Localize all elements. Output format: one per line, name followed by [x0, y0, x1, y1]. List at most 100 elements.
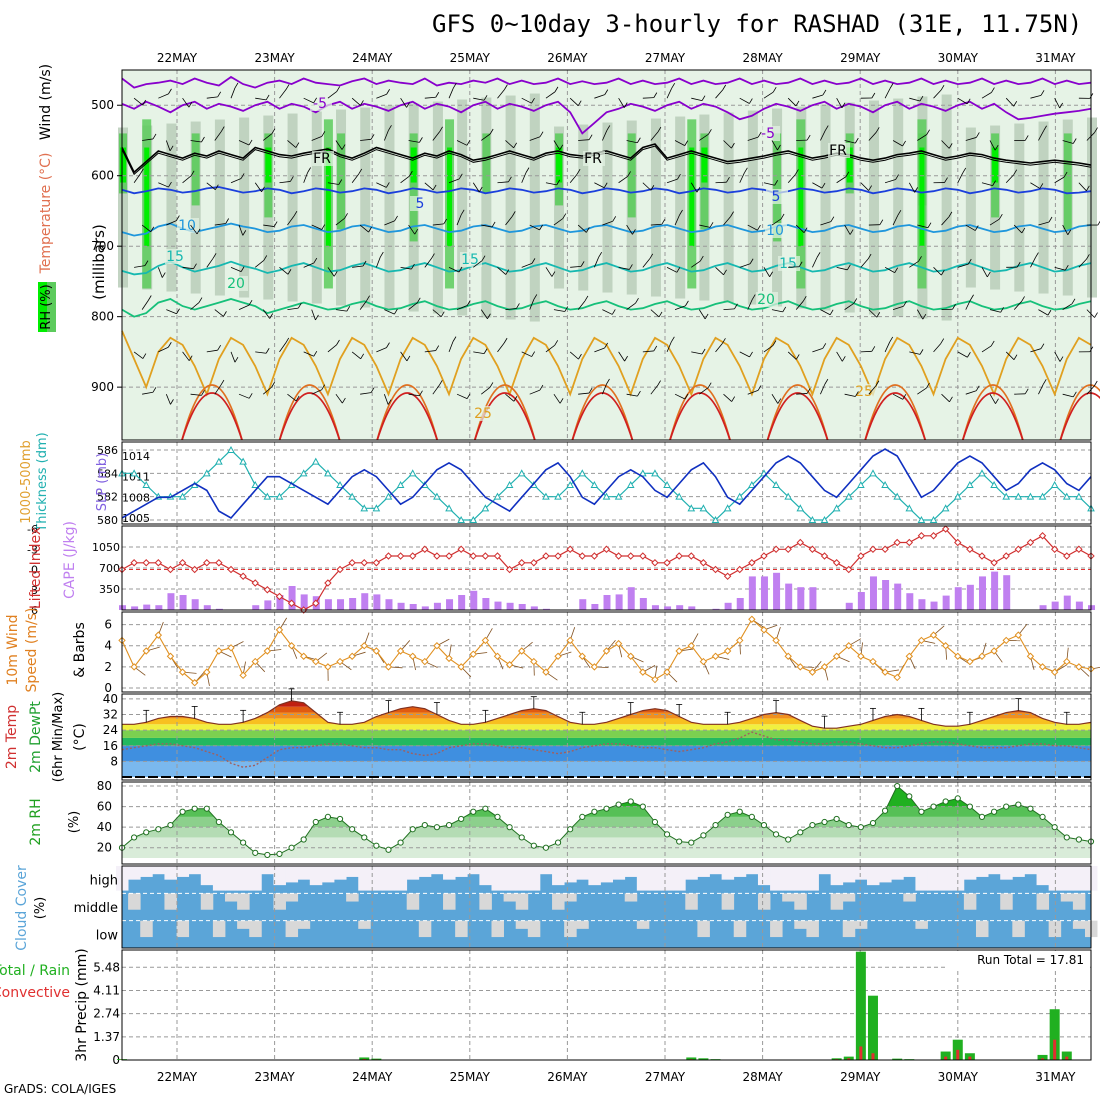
rh-point: [785, 836, 792, 843]
thickness-point: [905, 504, 914, 512]
cloud-gap: [685, 866, 698, 880]
wind-barb: [165, 394, 171, 405]
rh-point: [385, 846, 392, 853]
wind-barb: [796, 393, 808, 395]
rh-shade: [701, 147, 708, 183]
rh-shade: [447, 147, 453, 247]
rh-shade: [481, 97, 492, 318]
wind-barb: [747, 390, 759, 395]
wind-barb: [261, 186, 265, 192]
wind-barb: [196, 228, 201, 235]
wind-barb: [481, 387, 491, 395]
cloud-gap: [794, 866, 807, 891]
cape-bar: [167, 593, 175, 610]
thickness-point: [384, 492, 393, 500]
wind-barb: [387, 399, 392, 405]
lifted-index-point: [1026, 538, 1035, 547]
wind-barb: [360, 392, 372, 395]
cape-bar: [869, 576, 877, 610]
wind-barb: [531, 351, 536, 357]
isotherm-line: [121, 143, 1092, 174]
precip-convective-bar: [871, 1053, 875, 1060]
precip-convective-bar: [956, 1049, 960, 1060]
thickness-point: [1026, 492, 1035, 500]
wind-barb: [539, 384, 544, 391]
tick-label: 6: [104, 618, 112, 632]
lifted-index-point: [1014, 545, 1023, 553]
wind-barb: [285, 337, 290, 344]
day-label-top: 31MAY: [1035, 51, 1076, 65]
wind-barb: [1054, 98, 1061, 109]
wind-barb: [674, 214, 680, 226]
wind-barb: [487, 313, 491, 319]
isotherm-arch: [1059, 392, 1100, 441]
lifted-index-point: [518, 559, 526, 567]
wind-barb: [466, 300, 471, 306]
wind-speed-point: [760, 626, 768, 634]
cloud-gap: [903, 893, 916, 902]
wind-barb: [747, 136, 759, 141]
wind-barb: [820, 130, 826, 141]
contour-label: 5: [416, 196, 425, 212]
isotherm-arch: [376, 392, 439, 441]
lifted-index-point: [954, 538, 962, 547]
cloud-gap: [430, 866, 444, 875]
cape-bar: [1063, 595, 1071, 610]
isotherm-arch: [1059, 384, 1100, 441]
wind-barb: [336, 339, 340, 346]
wind-speed-point: [505, 661, 514, 669]
wind-speed-point: [263, 647, 272, 655]
wind-barb: [424, 258, 432, 268]
rh-point: [421, 822, 428, 829]
wind-barb: [771, 140, 778, 151]
cloud-gap: [140, 866, 153, 877]
wind-barb: [671, 83, 676, 89]
tick-label: 0: [104, 681, 112, 695]
day-label-top: 29MAY: [840, 51, 881, 65]
wind-barb: [505, 393, 515, 402]
wind-barb: [594, 257, 600, 268]
contour-label: 15: [461, 252, 479, 268]
minmax-label: (6hr Min/Max): [51, 692, 66, 782]
wind-barb: [994, 144, 999, 151]
wind-speed-point: [1050, 668, 1059, 676]
cape-bar: [191, 599, 199, 610]
wind-barb: [336, 86, 341, 92]
wind-barb: [1005, 97, 1015, 107]
wind-barb: [416, 297, 421, 304]
wind-barb: [456, 305, 468, 310]
wind-barb: [1040, 343, 1045, 349]
wind-barb: [167, 342, 172, 348]
precip-convective-label: Convective: [0, 985, 70, 1001]
cloud-gap: [794, 893, 807, 910]
lifted-index-point: [736, 565, 744, 574]
cape-bar: [300, 594, 308, 610]
cloud-gap: [648, 866, 662, 891]
contour-label-bg: [756, 292, 778, 307]
wind-barb: [726, 176, 730, 183]
cloud-gap: [1072, 866, 1086, 891]
cloud-cover-label: Cloud Cover: [14, 865, 30, 951]
wind-barb: [375, 256, 381, 268]
dewpoint-line: [121, 731, 1092, 768]
rh-shade: [627, 133, 636, 218]
lifted-index-point: [554, 552, 562, 560]
wind-barb: [723, 308, 735, 311]
temp-unit-label: (°C): [72, 723, 88, 751]
wind-barb: [141, 224, 152, 233]
wind-barb: [158, 182, 169, 188]
wind-barb: [346, 305, 351, 312]
lifted-index-point: [845, 565, 853, 574]
rh-shade: [190, 121, 201, 294]
rh2m-label: 2m RH: [28, 798, 44, 845]
tick-label: 1050: [92, 541, 120, 554]
lifted-index-point: [505, 565, 514, 574]
wind-barb: [385, 182, 390, 188]
wind-barb: [456, 393, 468, 400]
lifted-index-point: [336, 565, 344, 574]
wind-barb: [739, 172, 745, 183]
wind-barb: [1013, 354, 1018, 360]
wind-barb: [352, 265, 364, 268]
wind-barb: [995, 398, 999, 404]
rh-band: [122, 816, 1091, 828]
